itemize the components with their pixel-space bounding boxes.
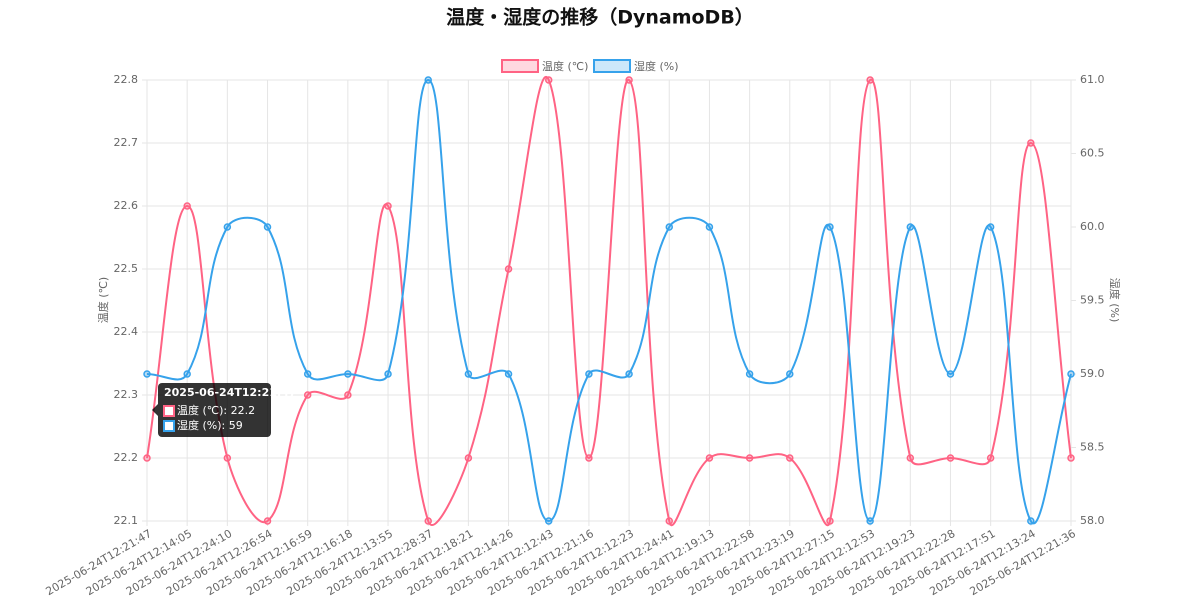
point — [504, 370, 513, 378]
y2-tick-label: 61.0 — [1080, 73, 1105, 86]
point — [1067, 370, 1075, 378]
y-tick-label: 22.6 — [114, 199, 139, 212]
line — [146, 78, 1072, 525]
point — [1027, 139, 1035, 147]
point — [866, 76, 874, 84]
point — [906, 223, 915, 231]
point — [786, 370, 794, 378]
legend-label: 湿度 (%) — [634, 59, 679, 73]
point — [826, 223, 834, 231]
y-tick-label: 22.2 — [114, 451, 139, 464]
point — [464, 370, 473, 378]
point — [986, 223, 995, 231]
y2-axis-title: 湿度 (%) — [1108, 278, 1122, 323]
point — [625, 370, 633, 378]
point — [786, 454, 794, 462]
point — [1027, 517, 1035, 525]
point — [384, 202, 392, 210]
point — [424, 76, 432, 84]
y-tick-label: 22.4 — [114, 325, 139, 338]
tooltip-swatch — [163, 420, 175, 432]
y2-tick-label: 60.5 — [1080, 147, 1105, 160]
tooltip-title: 2025-06-24T12:21:47 — [164, 386, 297, 399]
y2-tick-label: 59.5 — [1080, 294, 1105, 307]
chart-title: 温度・湿度の推移（DynamoDB） — [446, 6, 754, 29]
y2-tick-label: 58.5 — [1080, 441, 1105, 454]
y2-tick-label: 59.0 — [1080, 367, 1105, 380]
point — [143, 454, 151, 462]
y-axis-title: 温度 (℃) — [96, 277, 110, 323]
y-tick-label: 22.7 — [114, 136, 139, 149]
point — [344, 391, 352, 399]
point — [143, 370, 151, 378]
point — [946, 370, 955, 378]
point — [504, 265, 513, 273]
point — [866, 517, 874, 525]
point — [585, 370, 593, 378]
legend-label: 温度 (℃) — [542, 59, 588, 73]
point — [705, 223, 714, 231]
point — [665, 223, 674, 231]
point — [585, 454, 593, 462]
legend-swatch — [501, 59, 539, 73]
y2-tick-label: 58.0 — [1080, 514, 1105, 527]
y-tick-label: 22.1 — [114, 514, 139, 527]
point — [705, 454, 714, 462]
point — [826, 517, 834, 525]
point — [223, 454, 232, 462]
point — [183, 370, 191, 378]
tooltip-line: 温度 (℃): 22.2 — [177, 403, 255, 417]
point — [986, 454, 995, 462]
point — [183, 202, 191, 210]
point — [223, 223, 232, 231]
y-tick-label: 22.5 — [114, 262, 139, 275]
tooltip-swatch — [163, 405, 175, 417]
point — [745, 454, 754, 462]
y2-tick-label: 60.0 — [1080, 220, 1105, 233]
point — [263, 517, 272, 525]
y-tick-label: 22.8 — [114, 73, 139, 86]
tooltip-caret — [152, 404, 158, 416]
tooltip-box — [158, 383, 271, 437]
point — [544, 76, 553, 84]
point — [625, 76, 633, 84]
point — [946, 454, 955, 462]
point — [424, 517, 432, 525]
point — [263, 223, 272, 231]
y-tick-label: 22.3 — [114, 388, 139, 401]
point — [464, 454, 473, 462]
point — [303, 391, 312, 399]
point — [1067, 454, 1075, 462]
point — [303, 370, 312, 378]
tooltip: 2025-06-24T12:21:47 温度 (℃): 22.2湿度 (%): 5… — [152, 383, 297, 437]
line — [146, 76, 1072, 526]
point — [544, 517, 553, 525]
point — [384, 370, 392, 378]
legend-swatch — [593, 59, 631, 73]
point — [906, 454, 915, 462]
point — [745, 370, 754, 378]
tooltip-line: 湿度 (%): 59 — [177, 418, 243, 432]
point — [665, 517, 674, 525]
point — [344, 370, 352, 378]
